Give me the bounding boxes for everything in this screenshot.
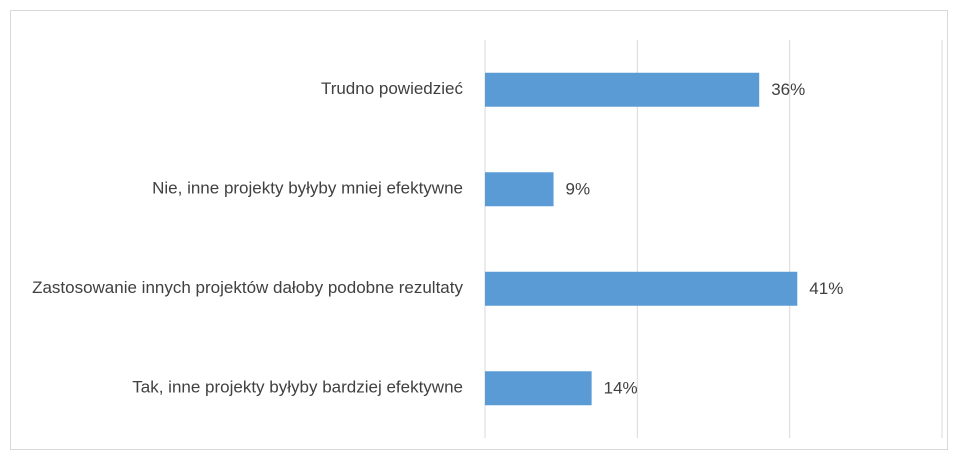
category-label: Trudno powiedzieć <box>321 79 464 98</box>
category-label: Zastosowanie innych projektów dałoby pod… <box>32 278 463 297</box>
bar <box>485 371 592 406</box>
data-label: 41% <box>809 279 843 298</box>
category-label: Nie, inne projekty byłyby mniej efektywn… <box>152 179 463 198</box>
category-label: Tak, inne projekty byłyby bardziej efekt… <box>132 378 463 397</box>
data-label: 36% <box>771 80 805 99</box>
data-label: 14% <box>604 379 638 398</box>
bar <box>485 72 760 107</box>
bar <box>485 172 554 207</box>
chart-frame <box>10 10 948 450</box>
data-label: 9% <box>566 180 591 199</box>
bar <box>485 271 798 306</box>
